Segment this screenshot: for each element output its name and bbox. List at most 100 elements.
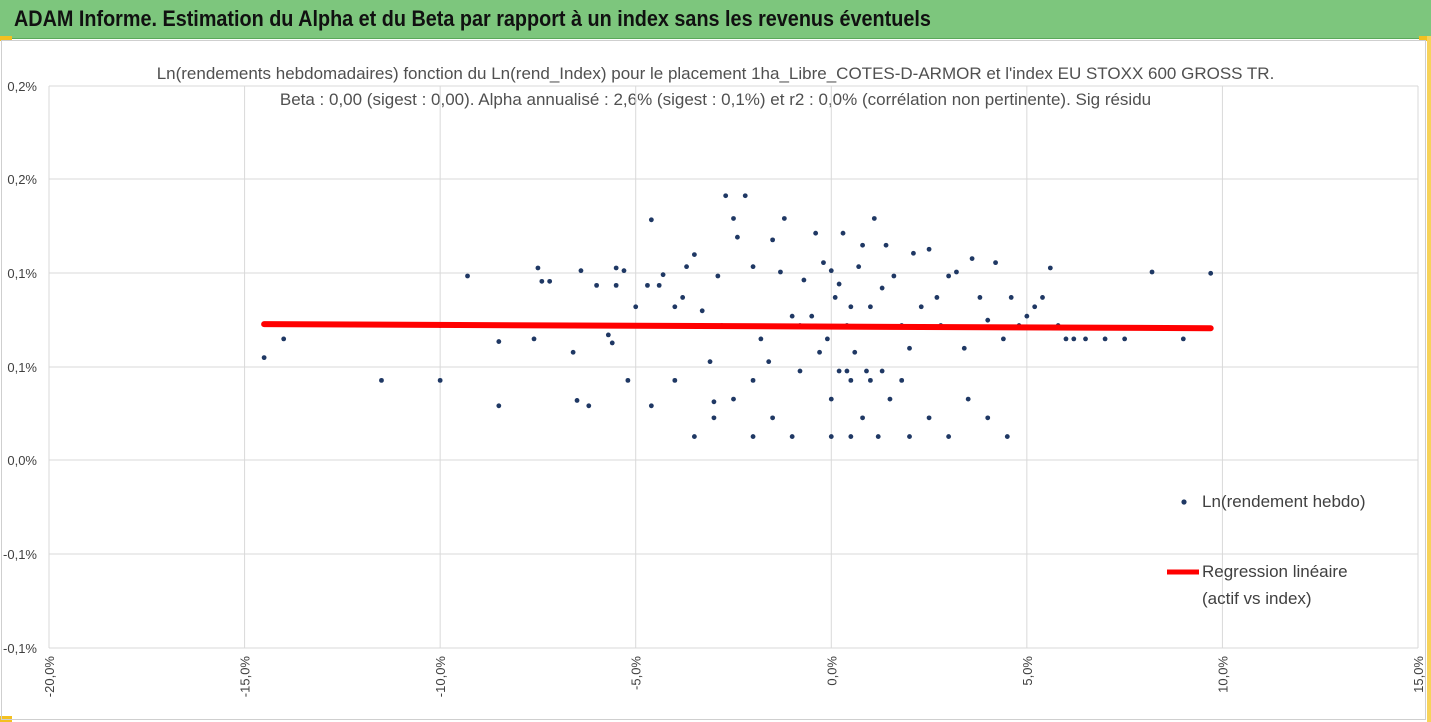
data-point: [731, 396, 736, 402]
data-point: [715, 273, 721, 279]
data-point: [993, 260, 998, 266]
data-point: [281, 336, 287, 342]
data-point: [613, 282, 619, 288]
data-point: [261, 355, 267, 361]
data-point: [809, 313, 815, 319]
y-tick-label: 0,0%: [7, 453, 37, 468]
data-point: [856, 264, 862, 270]
data-point: [672, 377, 678, 383]
data-point: [985, 317, 991, 323]
data-point: [934, 295, 940, 300]
corner-marker: [0, 36, 12, 41]
data-point: [633, 304, 639, 310]
data-point: [1083, 336, 1088, 342]
data-point: [868, 377, 873, 383]
data-point: [946, 273, 952, 279]
data-point: [750, 434, 756, 439]
data-point: [828, 434, 834, 439]
report-title: ADAM Informe. Estimation du Alpha et du …: [14, 6, 931, 31]
y-tick-label: 0,1%: [7, 360, 37, 375]
data-point: [813, 230, 819, 236]
data-point: [907, 434, 912, 439]
data-point: [609, 340, 615, 346]
data-point: [594, 282, 599, 288]
data-point: [570, 349, 576, 355]
data-point: [1024, 313, 1030, 319]
data-point: [1000, 336, 1006, 342]
data-point: [707, 359, 713, 365]
data-point: [789, 313, 795, 319]
data-point: [750, 377, 756, 383]
data-point: [879, 368, 885, 374]
data-point: [789, 434, 795, 439]
data-point: [821, 260, 826, 266]
data-point: [954, 269, 959, 275]
right-edge-marker: [1427, 36, 1431, 722]
data-point: [1208, 270, 1214, 276]
data-point: [781, 216, 787, 221]
x-tick-label: 15,0%: [1411, 656, 1426, 693]
data-point: [817, 349, 822, 355]
data-point: [828, 268, 834, 274]
data-point: [731, 216, 736, 221]
y-tick-label: 0,1%: [7, 266, 37, 281]
data-point: [547, 278, 553, 284]
data-point: [680, 295, 686, 300]
data-point: [648, 403, 654, 409]
data-point: [860, 242, 865, 248]
y-tick-label: -0,1%: [3, 641, 37, 656]
data-point: [891, 273, 897, 279]
data-point: [770, 237, 776, 243]
data-point: [911, 250, 916, 256]
data-point: [750, 264, 756, 270]
data-point: [926, 246, 932, 252]
data-point: [1008, 295, 1014, 300]
data-point: [907, 345, 912, 351]
legend-point-marker: [1181, 499, 1187, 505]
data-point: [844, 368, 850, 374]
data-point: [766, 359, 772, 365]
data-point: [977, 295, 983, 300]
data-point: [778, 269, 783, 275]
data-point: [1004, 434, 1010, 439]
data-point: [691, 252, 697, 257]
data-point: [887, 396, 893, 402]
data-point: [605, 332, 611, 338]
data-point: [496, 339, 502, 344]
data-point: [531, 336, 537, 342]
data-point: [691, 434, 697, 439]
data-point: [840, 230, 846, 236]
data-point: [883, 242, 889, 248]
data-point: [836, 368, 842, 374]
data-point: [645, 282, 650, 288]
data-point: [699, 308, 705, 314]
x-tick-label: -20,0%: [42, 656, 57, 698]
data-point: [1122, 336, 1128, 342]
data-point: [836, 281, 842, 287]
data-point: [965, 396, 971, 402]
y-tick-label: 0,2%: [7, 172, 37, 187]
data-point: [1180, 336, 1186, 342]
x-tick-label: 10,0%: [1215, 656, 1230, 693]
data-point: [1040, 295, 1045, 300]
data-point: [586, 403, 592, 409]
data-point: [848, 434, 854, 439]
corner-marker: [1419, 36, 1431, 41]
x-tick-label: -5,0%: [629, 656, 644, 690]
data-point: [539, 278, 545, 284]
y-tick-label: 0,2%: [7, 79, 37, 94]
data-point: [985, 415, 991, 421]
data-point: [672, 304, 678, 310]
data-point: [758, 336, 764, 342]
data-point: [437, 377, 443, 383]
data-point: [864, 368, 869, 374]
data-point: [828, 396, 834, 402]
data-point: [770, 415, 776, 421]
data-point: [899, 377, 905, 383]
data-point: [1032, 304, 1038, 310]
data-point: [946, 434, 952, 439]
data-point: [832, 295, 838, 300]
x-tick-label: 5,0%: [1020, 656, 1035, 686]
data-point: [684, 264, 689, 270]
